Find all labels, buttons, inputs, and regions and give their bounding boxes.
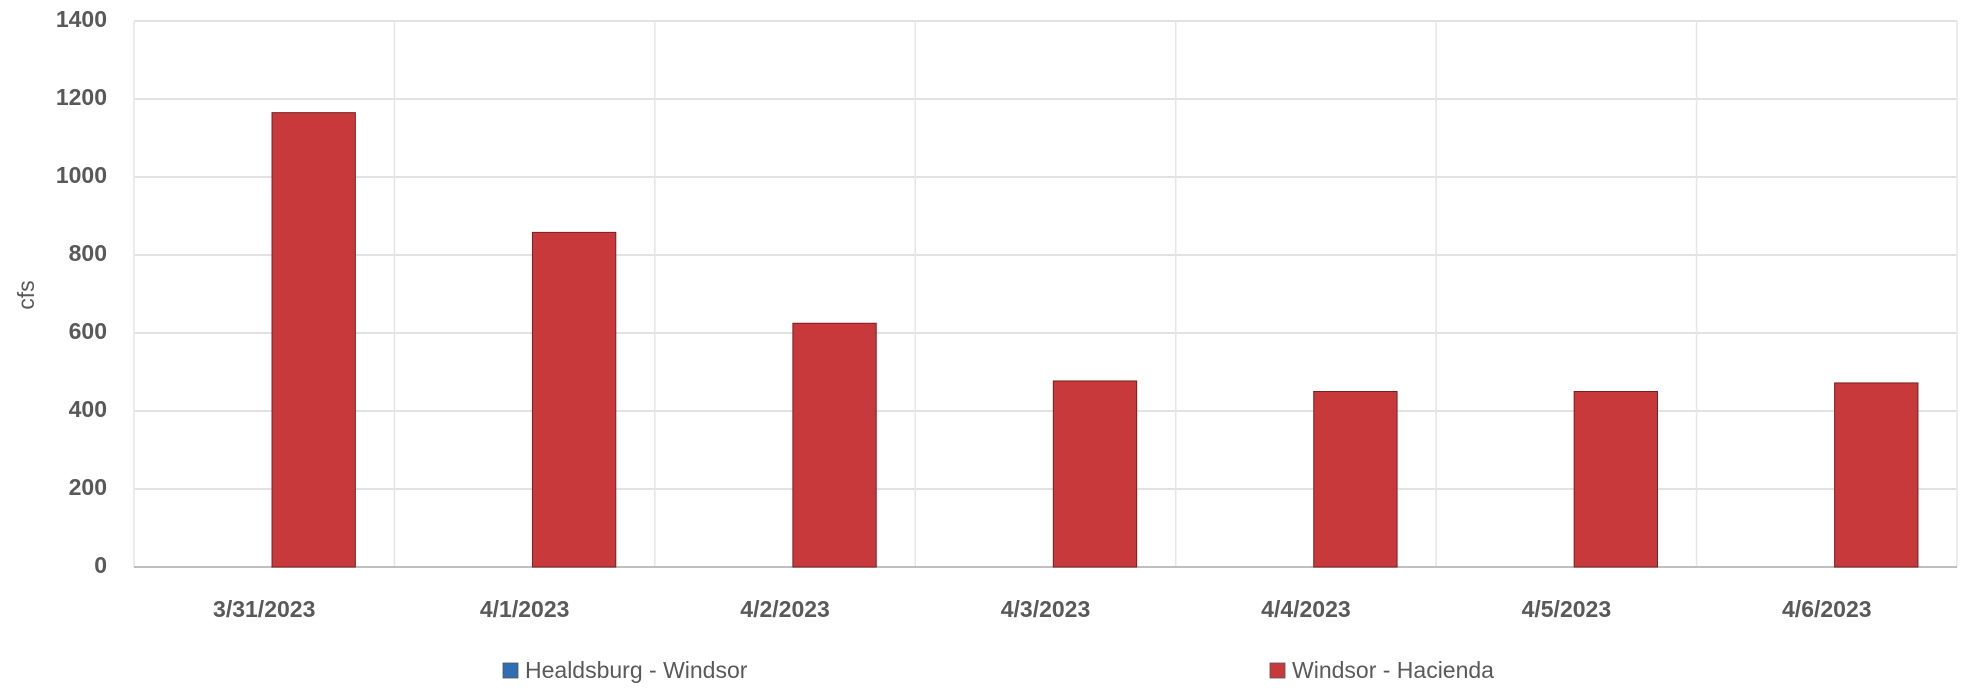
- x-tick-label: 4/3/2023: [1001, 596, 1091, 622]
- y-tick-label: 400: [69, 396, 107, 422]
- x-tick-label: 4/5/2023: [1522, 596, 1612, 622]
- legend-swatch: [502, 662, 519, 679]
- y-axis-label: cfs: [13, 280, 39, 309]
- y-tick-label: 1200: [56, 84, 107, 110]
- x-tick-label: 4/4/2023: [1261, 596, 1351, 622]
- y-tick-label: 600: [69, 318, 107, 344]
- legend-label: Healdsburg - Windsor: [525, 657, 748, 683]
- x-tick-label: 4/2/2023: [740, 596, 830, 622]
- bar: [271, 112, 356, 568]
- y-tick-label: 800: [69, 240, 107, 266]
- x-tick-label: 4/6/2023: [1782, 596, 1872, 622]
- bar: [531, 231, 617, 568]
- y-tick-label: 1000: [56, 162, 107, 188]
- y-tick-label: 1400: [56, 6, 107, 32]
- legend-swatch: [1269, 662, 1286, 679]
- bar: [1313, 391, 1398, 568]
- bar: [1052, 380, 1138, 568]
- x-tick-label: 3/31/2023: [213, 596, 315, 622]
- legend-label: Windsor - Hacienda: [1292, 657, 1494, 683]
- x-tick-label: 4/1/2023: [480, 596, 570, 622]
- y-tick-label: 0: [94, 552, 107, 578]
- y-tick-label: 200: [69, 474, 107, 500]
- bar: [792, 322, 877, 568]
- bar: [1573, 391, 1659, 568]
- bar: [1834, 382, 1919, 568]
